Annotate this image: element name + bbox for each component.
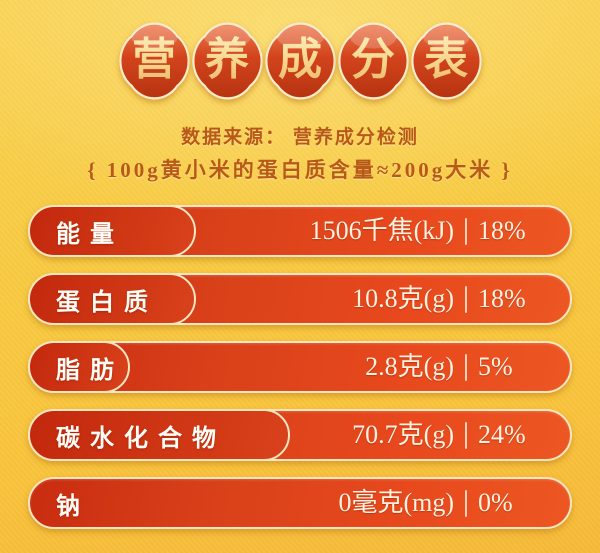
nutrient-label-capsule: 碳水化合物 [28, 409, 290, 461]
nutrient-amount: 10.8克(g) [352, 284, 454, 313]
nutrient-value-group: 10.8克(g) 18% [352, 284, 536, 313]
nutrition-row-sodium: 钠 0毫克(mg) 0% [28, 477, 572, 529]
nutrient-value-group: 1506千焦(kJ) 18% [309, 216, 536, 245]
nutrition-table: 能量 1506千焦(kJ) 18% 蛋白质 10.8克(g) 18% 脂肪 2.… [28, 205, 572, 529]
nutrient-name: 脂肪 [56, 357, 124, 384]
title-character: 养 [192, 22, 263, 100]
data-source-line: 数据来源： 营养成分检测 [181, 127, 419, 148]
nutrient-value-group: 70.7克(g) 24% [352, 420, 536, 449]
nutrient-name: 能量 [56, 221, 124, 248]
nutrient-value-group: 2.8克(g) 5% [365, 352, 536, 381]
title-character: 表 [411, 22, 482, 100]
nutrition-row-energy: 能量 1506千焦(kJ) 18% [28, 205, 572, 257]
value-divider [465, 285, 467, 313]
nutrient-nrv-percent: 18% [478, 216, 526, 245]
nutrient-name: 蛋白质 [56, 289, 158, 316]
nutrient-label-capsule: 钠 [28, 477, 168, 529]
nutrient-label-capsule: 蛋白质 [28, 273, 196, 325]
nutrient-label-capsule: 能量 [28, 205, 196, 257]
nutrient-label-capsule: 脂肪 [28, 341, 130, 393]
subtitle-block: 数据来源： 营养成分检测 { 100g黄小米的蛋白质含量≈200g大米 } [0, 126, 600, 184]
nutrient-nrv-percent: 24% [478, 420, 526, 449]
nutrient-name: 钠 [56, 493, 90, 520]
title-seal-badge: 养 [191, 22, 263, 100]
seal-shape-icon [118, 22, 190, 100]
nutrient-nrv-percent: 0% [478, 488, 513, 517]
value-divider [465, 421, 467, 449]
nutrient-nrv-percent: 18% [478, 284, 526, 313]
nutrient-amount: 2.8克(g) [365, 352, 454, 381]
nutrient-name: 碳水化合物 [56, 425, 226, 452]
nutrient-nrv-percent: 5% [478, 352, 513, 381]
nutrient-amount: 0毫克(mg) [338, 488, 454, 517]
title-character: 分 [338, 22, 409, 100]
seal-shape-icon [191, 22, 263, 100]
title-seal-badge: 表 [410, 22, 482, 100]
nutrient-amount: 70.7克(g) [352, 420, 454, 449]
seal-shape-icon [264, 22, 336, 100]
title-seal-badge: 分 [337, 22, 409, 100]
seal-shape-icon [337, 22, 409, 100]
nutrition-row-protein: 蛋白质 10.8克(g) 18% [28, 273, 572, 325]
value-divider [465, 353, 467, 381]
value-divider [465, 217, 467, 245]
title-seal-badge: 营 [118, 22, 190, 100]
seal-shape-icon [410, 22, 482, 100]
nutrient-value-group: 0毫克(mg) 0% [338, 488, 536, 517]
page-title: 营 养 成 分 表 [0, 0, 600, 100]
nutrition-row-carbohydrate: 碳水化合物 70.7克(g) 24% [28, 409, 572, 461]
title-character: 成 [265, 22, 336, 100]
nutrient-amount: 1506千焦(kJ) [309, 216, 454, 245]
title-character: 营 [119, 22, 190, 100]
title-seal-badge: 成 [264, 22, 336, 100]
comparison-note-line: { 100g黄小米的蛋白质含量≈200g大米 } [87, 158, 513, 182]
value-divider [465, 489, 467, 517]
nutrition-row-fat: 脂肪 2.8克(g) 5% [28, 341, 572, 393]
